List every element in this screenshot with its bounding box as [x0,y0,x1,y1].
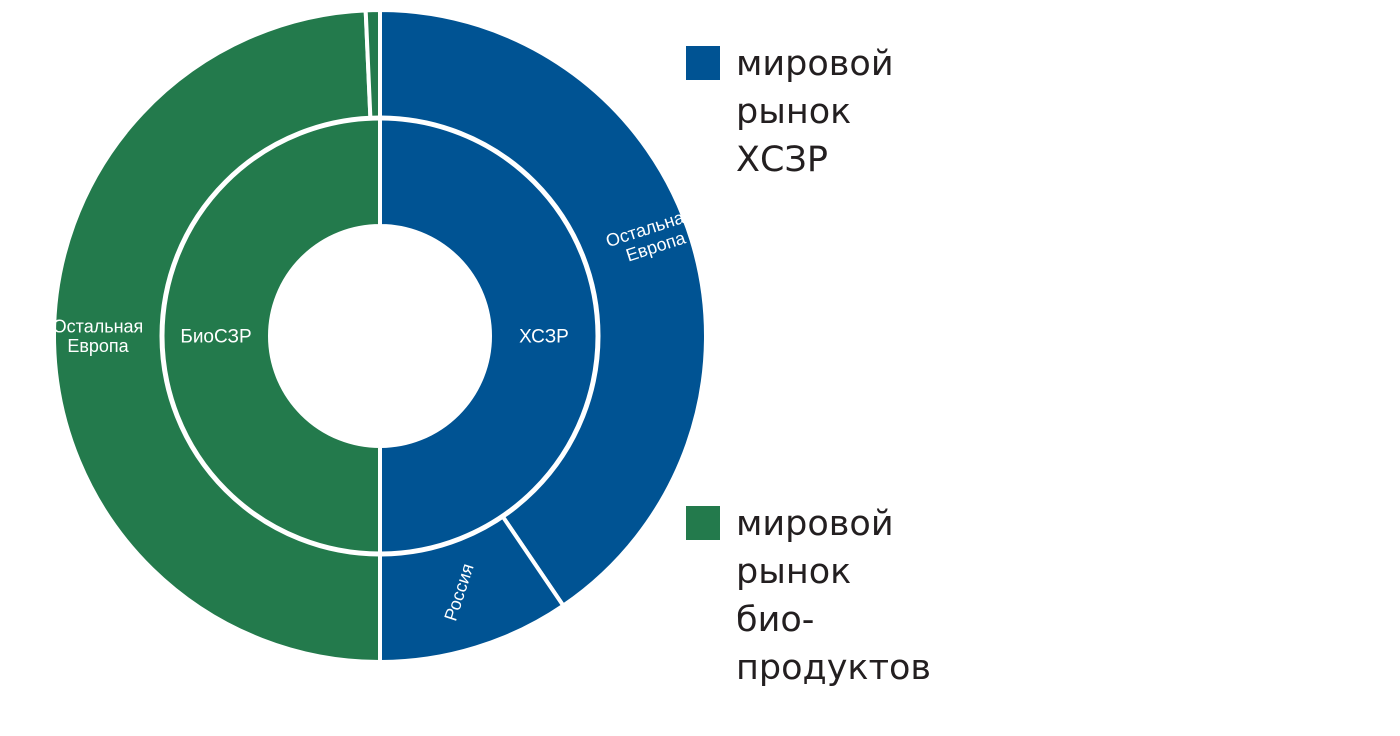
nested-donut-chart: ХСЗРБиоСЗРОстальнаяЕвропаРоссияОстальная… [52,7,708,665]
legend-line: мировой [736,44,894,84]
ring-separator [159,115,601,557]
legend-line: продуктов [736,648,931,688]
inner-label-1: БиоСЗР [180,327,251,348]
legend-label-chemical: мировой рынок ХСЗР [736,40,1056,184]
legend-swatch-bio [686,506,720,540]
legend-line: рынок [736,92,852,132]
outer-slice-3 [363,7,382,121]
legend-label-bio: мировой рынок био- продуктов [736,500,1056,692]
outer-ring [52,7,708,665]
legend-swatch-chemical [686,46,720,80]
inner-label-0: ХСЗР [519,327,569,348]
legend-line: рынок [736,552,852,592]
legend-line: ХСЗР [736,140,828,180]
inner-ring [159,115,601,557]
legend-line: био- [736,600,815,640]
legend-line: мировой [736,504,894,544]
outer-label-2: Остальная Европа [53,316,144,356]
